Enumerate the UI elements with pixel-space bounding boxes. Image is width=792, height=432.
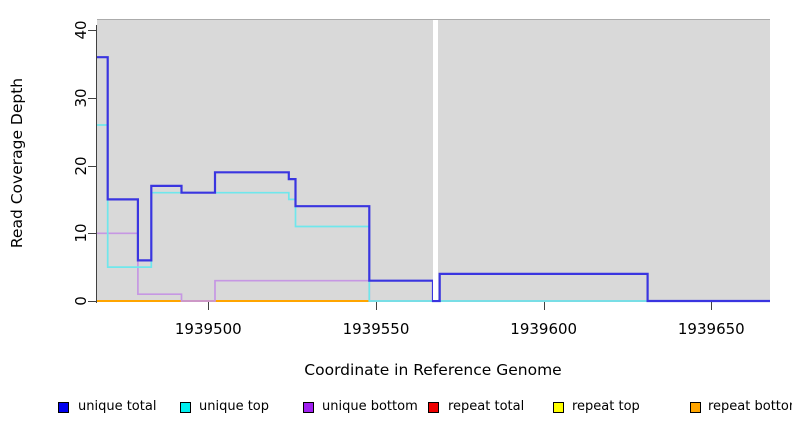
y-tick-mark [88,30,96,32]
y-tick-mark [88,233,96,235]
y-tick-label: 40 [72,20,90,40]
y-axis-line [96,25,97,303]
x-tick-label: 1939600 [510,320,578,338]
masked-region [433,20,439,300]
legend-swatch-unique-total [58,402,69,413]
y-axis-title: Read Coverage Depth [8,77,26,249]
legend-label-repeat-total: repeat total [448,399,525,414]
y-tick-mark [88,97,96,99]
legend-swatch-unique-bottom [303,402,314,413]
legend-label-repeat-bottom: repeat bottom [708,399,792,414]
x-tick-label: 1939650 [677,320,745,338]
y-tick-label: 20 [72,156,90,176]
legend-label-repeat-top: repeat top [572,399,640,414]
y-tick-label: 10 [72,223,90,243]
legend-swatch-repeat-bottom [690,402,701,413]
legend-swatch-repeat-top [553,402,564,413]
legend-swatch-unique-top [180,402,191,413]
coverage-step-lines [97,56,770,303]
legend-label-unique-top: unique top [199,399,270,414]
legend-label-unique-bottom: unique bottom [322,399,418,414]
x-tick-mark [711,302,713,310]
legend-swatch-repeat-total [428,402,439,413]
y-tick-mark [88,165,96,167]
x-tick-label: 1939500 [174,320,242,338]
y-tick-label: 0 [72,296,90,306]
x-tick-label: 1939550 [342,320,410,338]
y-tick-mark [88,301,96,302]
x-axis-title: Coordinate in Reference Genome [304,361,562,379]
series-line-unique-total [97,56,770,303]
y-tick-label: 30 [72,88,90,108]
legend-label-unique-total: unique total [78,399,157,414]
x-tick-mark [376,302,377,310]
x-tick-mark [208,302,210,310]
x-tick-mark [543,302,545,310]
